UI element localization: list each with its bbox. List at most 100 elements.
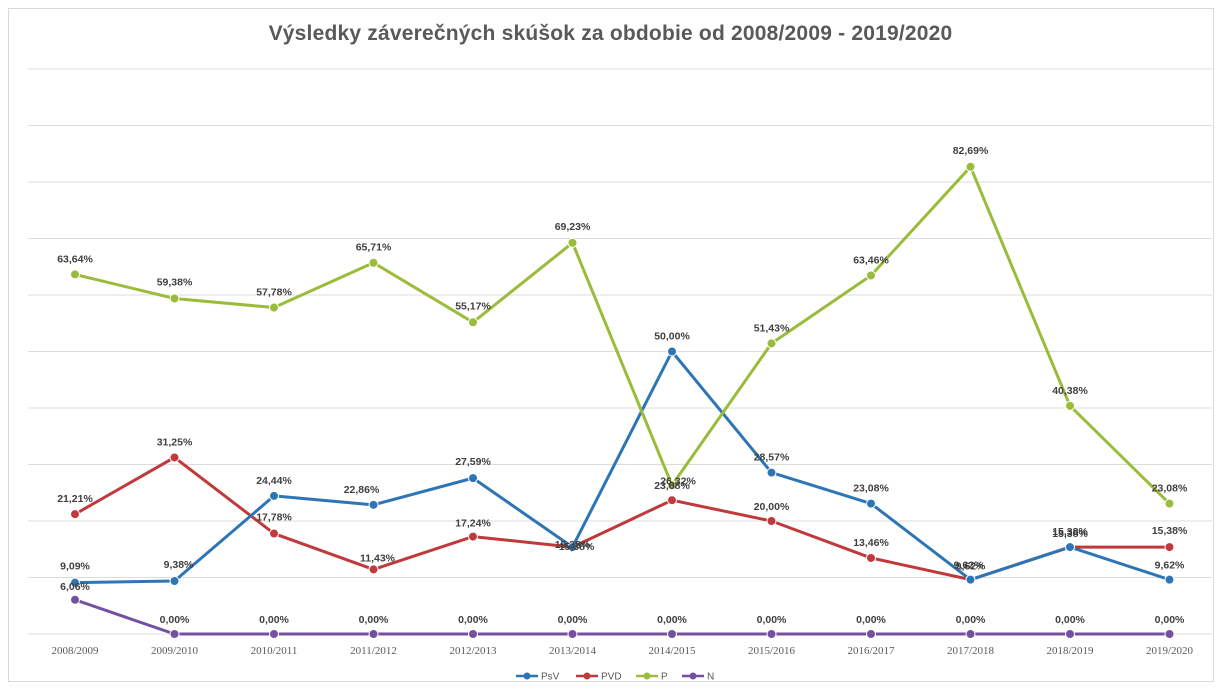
chart-frame	[8, 8, 1214, 682]
data-point-pvd[interactable]	[766, 516, 777, 526]
data-label-p: 57,78%	[256, 287, 292, 299]
data-label-psv: 9,62%	[1155, 560, 1185, 572]
data-label-pvd: 20,00%	[754, 501, 790, 513]
data-label-n: 0,00%	[458, 614, 488, 626]
data-label-psv: 23,08%	[853, 483, 889, 495]
legend-marker-n	[689, 672, 697, 680]
data-point-psv[interactable]	[269, 490, 279, 501]
data-label-n: 0,00%	[757, 614, 787, 626]
data-point-p[interactable]	[70, 269, 80, 280]
data-point-n[interactable]	[667, 629, 677, 639]
data-label-n: 6,06%	[60, 581, 90, 593]
data-label-psv: 27,59%	[455, 456, 491, 468]
x-tick-label: 2010/2011	[251, 645, 298, 657]
data-label-p: 23,08%	[1152, 483, 1188, 495]
data-label-pvd: 15,38%	[1152, 525, 1188, 537]
series-line-n	[73, 598, 1171, 636]
data-point-psv[interactable]	[567, 542, 578, 553]
data-point-n[interactable]	[965, 629, 976, 639]
data-point-pvd[interactable]	[269, 528, 279, 539]
data-point-psv[interactable]	[368, 499, 379, 510]
legend-label-n: N	[707, 672, 714, 683]
data-point-p[interactable]	[766, 338, 777, 349]
data-label-p: 55,17%	[455, 300, 491, 312]
data-label-pvd: 15,38%	[1052, 526, 1088, 538]
data-point-p[interactable]	[567, 237, 578, 248]
data-point-n[interactable]	[866, 629, 876, 639]
data-point-p[interactable]	[269, 302, 279, 313]
data-point-p[interactable]	[368, 257, 379, 268]
data-label-p: 26,32%	[660, 475, 696, 487]
x-tick-label: 2012/2013	[449, 645, 497, 657]
data-point-p[interactable]	[667, 480, 677, 491]
data-label-n: 0,00%	[558, 614, 588, 626]
data-point-psv[interactable]	[169, 576, 180, 587]
data-point-psv[interactable]	[70, 577, 80, 588]
data-point-psv[interactable]	[1065, 542, 1075, 553]
x-tick-label: 2013/2014	[549, 645, 597, 657]
x-tick-label: 2011/2012	[350, 645, 397, 657]
data-point-n[interactable]	[269, 629, 279, 639]
data-label-n: 0,00%	[160, 614, 190, 626]
data-label-pvd: 11,43%	[360, 552, 396, 564]
data-point-psv[interactable]	[667, 346, 677, 357]
data-label-psv: 9,09%	[60, 561, 90, 573]
data-point-pvd[interactable]	[1164, 542, 1175, 553]
data-point-psv[interactable]	[766, 467, 777, 478]
data-label-p: 51,43%	[754, 322, 790, 334]
data-label-n: 0,00%	[856, 614, 886, 626]
legend-marker-psv	[523, 672, 531, 680]
data-point-n[interactable]	[766, 629, 777, 639]
data-point-psv[interactable]	[1164, 574, 1175, 585]
data-label-pvd: 21,21%	[57, 493, 93, 505]
data-point-p[interactable]	[866, 270, 876, 281]
data-label-n: 0,00%	[956, 614, 986, 626]
data-point-n[interactable]	[567, 629, 578, 639]
data-label-pvd: 23,68%	[654, 480, 690, 492]
data-label-n: 0,00%	[1155, 614, 1185, 626]
data-point-p[interactable]	[965, 161, 976, 172]
data-label-p: 40,38%	[1052, 385, 1088, 397]
data-point-pvd[interactable]	[169, 452, 180, 463]
data-point-p[interactable]	[468, 317, 478, 328]
x-tick-label: 2009/2010	[151, 645, 199, 657]
x-tick-label: 2018/2019	[1046, 645, 1094, 657]
data-point-pvd[interactable]	[667, 495, 677, 506]
data-point-n[interactable]	[1164, 629, 1175, 639]
x-tick-label: 2016/2017	[847, 645, 895, 657]
data-point-psv[interactable]	[965, 574, 976, 585]
data-label-n: 0,00%	[259, 614, 289, 626]
data-label-p: 82,69%	[953, 145, 989, 157]
data-point-n[interactable]	[468, 629, 478, 639]
legend-label-psv: PsV	[541, 672, 560, 683]
data-label-psv: 28,57%	[754, 452, 790, 464]
data-point-n[interactable]	[368, 629, 379, 639]
x-tick-label: 2019/2020	[1146, 645, 1194, 657]
x-tick-label: 2008/2009	[51, 645, 99, 657]
data-point-psv[interactable]	[866, 498, 876, 509]
data-label-psv: 15,38%	[1052, 528, 1088, 540]
legend-label-p: P	[661, 672, 668, 683]
data-label-pvd: 17,78%	[256, 512, 292, 524]
data-point-p[interactable]	[1164, 498, 1175, 509]
data-point-pvd[interactable]	[866, 552, 876, 563]
data-point-pvd[interactable]	[368, 564, 379, 575]
data-label-pvd: 31,25%	[157, 436, 193, 448]
data-point-n[interactable]	[1065, 629, 1075, 639]
data-label-pvd: 17,24%	[455, 518, 491, 530]
series-line-p	[73, 165, 1171, 506]
data-point-pvd[interactable]	[70, 509, 80, 520]
data-point-psv[interactable]	[468, 473, 478, 484]
data-point-p[interactable]	[1065, 400, 1075, 411]
data-label-psv: 50,00%	[654, 331, 690, 343]
data-point-p[interactable]	[169, 293, 180, 304]
data-label-psv: 9,62%	[956, 561, 986, 573]
chart-title: Výsledky záverečných skúšok za obdobie o…	[268, 22, 953, 45]
data-label-psv: 9,38%	[164, 559, 194, 571]
data-point-pvd[interactable]	[468, 531, 478, 542]
series-line-pvd	[73, 455, 1171, 582]
data-point-n[interactable]	[70, 594, 80, 605]
data-label-p: 59,38%	[157, 277, 193, 289]
data-label-p: 69,23%	[555, 221, 591, 233]
data-point-n[interactable]	[169, 629, 180, 639]
